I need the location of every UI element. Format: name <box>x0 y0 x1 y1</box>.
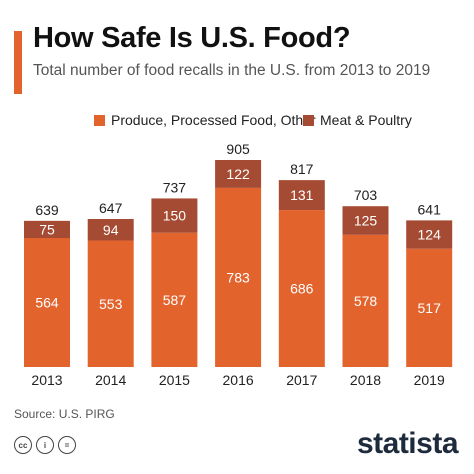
value-label-meat-2018: 125 <box>354 212 378 228</box>
total-label-2015: 737 <box>163 179 187 195</box>
value-label-produce-2013: 564 <box>35 294 59 310</box>
bar-produce-2016 <box>215 187 262 367</box>
legend-label-produce: Produce, Processed Food, Other <box>111 112 316 128</box>
bar-produce-2018 <box>342 234 389 367</box>
value-label-meat-2015: 150 <box>163 208 187 224</box>
bar-meat-2015 <box>151 198 198 233</box>
source-note: Source: U.S. PIRG <box>14 407 115 421</box>
x-tick-label-2013: 2013 <box>31 372 62 388</box>
x-tick-label-2019: 2019 <box>414 372 445 388</box>
total-label-2017: 817 <box>290 161 314 177</box>
legend-swatch-produce <box>94 114 105 126</box>
no-derivatives-icon: = <box>58 436 76 454</box>
creative-commons-icon: cc <box>14 436 32 454</box>
total-label-2016: 905 <box>226 141 250 157</box>
total-label-2019: 641 <box>418 201 442 217</box>
value-label-meat-2014: 94 <box>103 222 119 238</box>
legend-swatch-meat <box>303 114 314 126</box>
chart-subtitle: Total number of food recalls in the U.S.… <box>33 62 431 79</box>
value-label-produce-2017: 686 <box>290 281 314 297</box>
value-label-meat-2016: 122 <box>226 166 250 182</box>
total-label-2014: 647 <box>99 200 123 216</box>
x-tick-label-2016: 2016 <box>223 372 254 388</box>
total-label-2013: 639 <box>35 202 59 218</box>
value-label-meat-2019: 124 <box>418 227 442 243</box>
attribution-icon: i <box>36 436 54 454</box>
bar-meat-2013 <box>24 220 70 238</box>
x-tick-label-2014: 2014 <box>95 372 126 388</box>
value-label-meat-2013: 75 <box>39 221 55 237</box>
legend-item-meat: Meat & Poultry <box>303 112 412 128</box>
license-icons: cc i = <box>14 436 76 454</box>
bar-meat-2017 <box>278 180 325 211</box>
bar-meat-2019 <box>406 220 453 249</box>
x-tick-label-2018: 2018 <box>350 372 381 388</box>
x-tick-label-2015: 2015 <box>159 372 190 388</box>
bar-meat-2018 <box>342 206 389 235</box>
bar-produce-2019 <box>406 248 453 367</box>
bar-produce-2017 <box>278 210 325 367</box>
value-label-produce-2018: 578 <box>354 293 378 309</box>
accent-bar <box>14 31 22 94</box>
bar-produce-2015 <box>151 232 198 367</box>
chart-title: How Safe Is U.S. Food? <box>33 22 351 54</box>
legend-label-meat: Meat & Poultry <box>320 112 412 128</box>
bar-produce-2014 <box>87 240 134 367</box>
value-label-produce-2016: 783 <box>226 269 250 285</box>
legend-item-produce: Produce, Processed Food, Other <box>94 112 316 128</box>
stacked-bar-chart: 564 75 639 2013 553 94 647 2014 587 150 737 2015 783… <box>24 141 453 388</box>
bar-produce-2013 <box>24 237 70 367</box>
statista-logo: statista <box>356 427 459 460</box>
bar-meat-2014 <box>87 219 134 241</box>
x-tick-label-2017: 2017 <box>286 372 317 388</box>
value-label-produce-2015: 587 <box>163 292 187 308</box>
total-label-2018: 703 <box>354 187 378 203</box>
value-label-produce-2014: 553 <box>99 296 123 312</box>
value-label-produce-2019: 517 <box>418 300 442 316</box>
value-label-meat-2017: 131 <box>290 187 314 203</box>
bar-meat-2016 <box>215 160 262 188</box>
